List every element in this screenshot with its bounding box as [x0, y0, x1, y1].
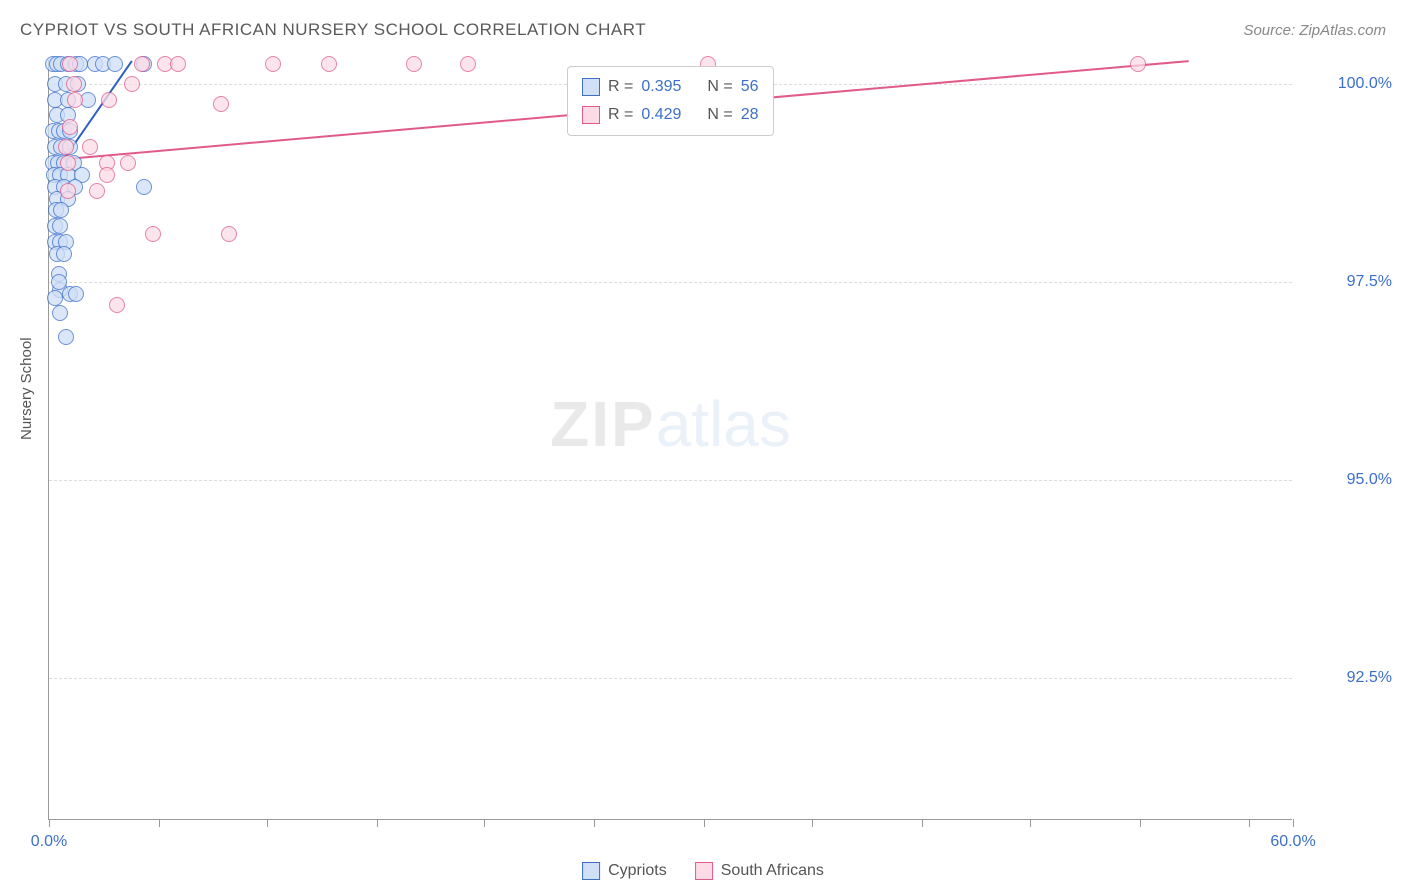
x-tick	[267, 819, 268, 827]
source-attribution: Source: ZipAtlas.com	[1243, 22, 1386, 39]
data-point	[221, 226, 237, 242]
gridline	[49, 282, 1292, 283]
y-tick-label: 92.5%	[1302, 669, 1392, 687]
stats-legend: R = 0.395 N = 56 R = 0.429 N = 28	[567, 66, 774, 136]
x-tick	[594, 819, 595, 827]
y-tick-label: 97.5%	[1302, 273, 1392, 291]
data-point	[66, 76, 82, 92]
data-point	[60, 183, 76, 199]
x-tick	[1030, 819, 1031, 827]
data-point	[460, 56, 476, 72]
data-point	[89, 183, 105, 199]
x-tick	[1140, 819, 1141, 827]
data-point	[82, 139, 98, 155]
gridline	[49, 678, 1292, 679]
data-point	[101, 92, 117, 108]
data-point	[52, 218, 68, 234]
data-point	[120, 155, 136, 171]
swatch-icon	[582, 106, 600, 124]
data-point	[145, 226, 161, 242]
legend-r-label: R =	[608, 73, 633, 101]
legend-item-cypriots: Cypriots	[582, 862, 667, 880]
chart-title: CYPRIOT VS SOUTH AFRICAN NURSERY SCHOOL …	[20, 20, 646, 40]
legend-item-south-africans: South Africans	[695, 862, 824, 880]
legend-r-value: 0.395	[641, 73, 681, 101]
data-point	[213, 96, 229, 112]
x-tick	[704, 819, 705, 827]
data-point	[107, 56, 123, 72]
x-tick	[922, 819, 923, 827]
x-tick	[812, 819, 813, 827]
y-axis-label: Nursery School	[18, 337, 35, 440]
legend-r-label: R =	[608, 101, 633, 129]
legend-label: Cypriots	[608, 862, 667, 880]
x-tick	[1293, 819, 1294, 827]
data-point	[406, 56, 422, 72]
legend-n-label: N =	[707, 101, 732, 129]
data-point	[99, 167, 115, 183]
legend-n-label: N =	[707, 73, 732, 101]
data-point	[134, 56, 150, 72]
swatch-icon	[582, 78, 600, 96]
watermark: ZIPatlas	[550, 387, 791, 461]
legend-label: South Africans	[721, 862, 824, 880]
swatch-icon	[582, 862, 600, 880]
data-point	[60, 155, 76, 171]
y-tick-label: 100.0%	[1302, 75, 1392, 93]
x-tick-label: 60.0%	[1270, 833, 1315, 851]
x-tick-label: 0.0%	[31, 833, 67, 851]
legend-row: R = 0.429 N = 28	[582, 101, 759, 129]
data-point	[67, 92, 83, 108]
data-point	[1130, 56, 1146, 72]
swatch-icon	[695, 862, 713, 880]
data-point	[58, 329, 74, 345]
x-tick	[484, 819, 485, 827]
data-point	[56, 246, 72, 262]
x-tick	[49, 819, 50, 827]
legend-n-value: 56	[741, 73, 759, 101]
data-point	[124, 76, 140, 92]
data-point	[52, 305, 68, 321]
data-point	[136, 179, 152, 195]
data-point	[68, 286, 84, 302]
x-tick	[159, 819, 160, 827]
legend-row: R = 0.395 N = 56	[582, 73, 759, 101]
data-point	[109, 297, 125, 313]
data-point	[265, 56, 281, 72]
x-tick	[1249, 819, 1250, 827]
scatter-chart: ZIPatlas 92.5%95.0%97.5%100.0%0.0%60.0%R…	[48, 60, 1292, 820]
data-point	[170, 56, 186, 72]
data-point	[321, 56, 337, 72]
legend-n-value: 28	[741, 101, 759, 129]
bottom-legend: Cypriots South Africans	[582, 862, 824, 880]
data-point	[62, 56, 78, 72]
data-point	[53, 202, 69, 218]
data-point	[58, 139, 74, 155]
gridline	[49, 480, 1292, 481]
y-tick-label: 95.0%	[1302, 471, 1392, 489]
legend-r-value: 0.429	[641, 101, 681, 129]
x-tick	[377, 819, 378, 827]
data-point	[62, 119, 78, 135]
